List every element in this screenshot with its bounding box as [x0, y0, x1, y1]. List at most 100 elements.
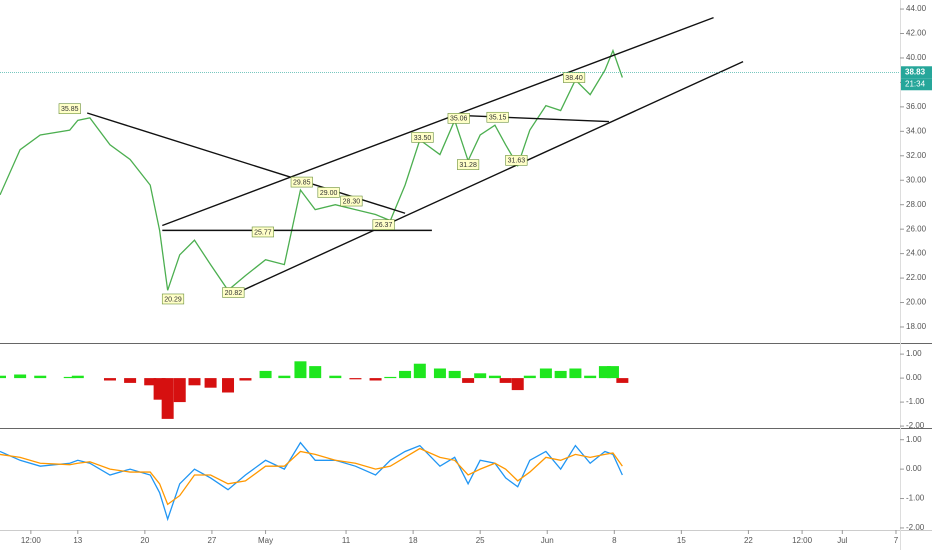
histogram-bar: [161, 378, 174, 419]
x-tick-label: 25: [476, 536, 485, 545]
price-annotation-box: [505, 155, 528, 166]
histogram-bar: [124, 378, 137, 383]
y-tick-label: 22.00: [906, 273, 927, 282]
y-tick-label: 28.00: [906, 200, 927, 209]
x-tick-label: 27: [207, 536, 216, 545]
histogram-bar: [239, 378, 252, 381]
histogram-bar: [71, 375, 84, 379]
histogram-bar: [294, 361, 307, 379]
histogram-bar: [0, 375, 6, 379]
price-annotation-box: [411, 132, 434, 143]
histogram-bar: [259, 370, 272, 379]
y-tick-label: 0.00: [906, 464, 922, 473]
price-annotation: 29.85: [293, 179, 311, 186]
trend-line: [460, 114, 609, 123]
price-annotation-box: [317, 187, 340, 198]
histogram-bar: [222, 378, 235, 393]
histogram-bar: [554, 370, 567, 379]
price-annotation-box: [457, 159, 480, 170]
x-tick-label: 7: [894, 536, 899, 545]
y-tick-label: 1.00: [906, 435, 922, 444]
x-tick-label: Jun: [541, 536, 554, 545]
histogram-bar: [539, 368, 552, 379]
histogram-bar: [34, 375, 47, 379]
histogram-bar: [103, 378, 116, 381]
histogram-bar: [448, 370, 461, 379]
price-annotation-box: [447, 113, 470, 124]
x-tick-label: May: [258, 536, 273, 545]
last-price-label: 38.83: [905, 67, 926, 76]
trend-line: [162, 16, 714, 227]
x-tick-label: 13: [73, 536, 82, 545]
price-annotation: 33.50: [414, 135, 432, 142]
price-annotation: 20.29: [164, 296, 182, 303]
price-annotation: 20.82: [225, 290, 243, 297]
price-annotation: 35.06: [450, 116, 468, 123]
price-annotation-box: [251, 226, 274, 238]
y-tick-label: 32.00: [906, 151, 927, 160]
y-tick-label: 30.00: [906, 175, 927, 184]
price-annotation-box: [58, 103, 81, 115]
histogram-bar: [474, 373, 487, 379]
histogram-bar: [173, 378, 186, 403]
x-tick-label: Jul: [837, 536, 847, 545]
x-tick-label: 12:00: [21, 536, 42, 545]
histogram-bar: [499, 378, 512, 383]
histogram-bar: [309, 366, 322, 379]
histogram-bar: [349, 378, 362, 380]
y-tick-label: 44.00: [906, 4, 927, 13]
price-annotation: 31.28: [459, 162, 477, 169]
histogram-bar: [144, 378, 157, 386]
price-annotation: 31.63: [508, 158, 526, 165]
price-annotation-box: [340, 195, 363, 207]
price-annotation: 35.85: [61, 106, 79, 113]
trend-line: [229, 60, 744, 298]
price-line: [0, 48, 623, 292]
price-annotation-box: [222, 287, 245, 298]
price-annotation-box: [486, 111, 509, 123]
histogram-bar: [188, 378, 201, 386]
histogram-bar: [63, 376, 76, 379]
y-tick-label: -2.00: [906, 523, 925, 532]
y-tick-label: 40.00: [906, 53, 927, 62]
countdown-label: 21:34: [905, 79, 926, 88]
price-annotation-box: [372, 219, 395, 230]
histogram-bar: [369, 378, 382, 381]
x-tick-label: 18: [409, 536, 418, 545]
y-tick-label: 26.00: [906, 224, 927, 233]
y-tick-label: 24.00: [906, 249, 927, 258]
x-tick-label: 11: [342, 536, 351, 545]
histogram-bar: [511, 378, 524, 391]
histogram-bar: [204, 378, 217, 388]
histogram-bar: [606, 366, 619, 379]
last-price-box: [901, 66, 932, 79]
x-tick-label: 12:00: [792, 536, 813, 545]
x-tick-label: 15: [677, 536, 686, 545]
oscillator-line: [0, 447, 623, 506]
price-annotation: 25.77: [254, 229, 272, 236]
x-tick-label: 8: [612, 536, 617, 545]
y-tick-label: 1.00: [906, 349, 922, 358]
y-tick-label: 18.00: [906, 322, 927, 331]
x-tick-label: 22: [744, 536, 753, 545]
y-tick-label: 0.00: [906, 373, 922, 382]
histogram-bar: [584, 375, 597, 379]
histogram-bar: [488, 375, 501, 379]
price-annotation: 29.00: [320, 190, 338, 197]
histogram-bar: [329, 375, 342, 379]
histogram-bar: [433, 368, 446, 379]
histogram-bar: [462, 378, 475, 383]
y-tick-label: 20.00: [906, 298, 927, 307]
price-annotation: 28.30: [343, 198, 361, 205]
y-tick-label: 42.00: [906, 29, 927, 38]
histogram-bar: [384, 376, 397, 379]
histogram-bar: [569, 368, 582, 379]
y-tick-label: -1.00: [906, 397, 925, 406]
y-tick-label: -2.00: [906, 421, 925, 430]
histogram-bar: [413, 363, 426, 379]
y-tick-label: 36.00: [906, 102, 927, 111]
price-annotation: 26.37: [375, 222, 393, 229]
histogram-bar: [616, 378, 629, 383]
